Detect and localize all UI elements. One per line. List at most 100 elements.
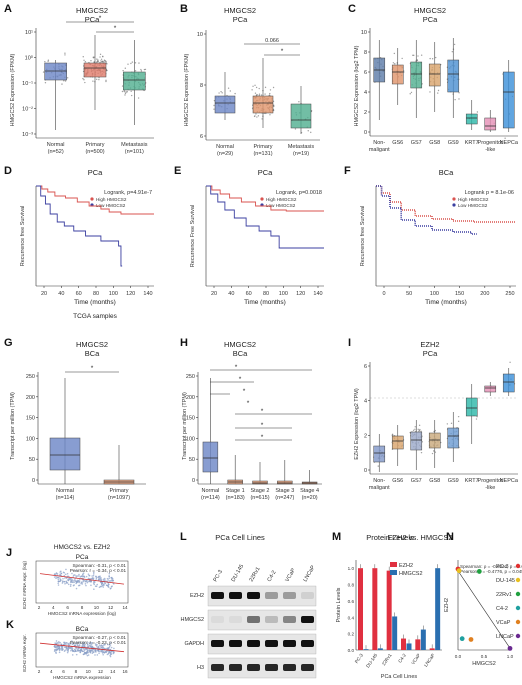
stat-pearson: Pearson: r = -0.23, p < 0.01 [70, 640, 127, 645]
panel-letter: A [4, 3, 12, 15]
data-point [412, 429, 415, 432]
sig-mark: * [243, 388, 246, 395]
data-point [82, 641, 84, 644]
x-axis-title: HMGCS2 [472, 661, 496, 667]
x-category-label: GS9 [448, 478, 459, 484]
data-point [66, 651, 69, 654]
blot-strip [207, 657, 317, 679]
x-category-label: Normal [56, 488, 74, 494]
data-point [70, 580, 72, 582]
data-point [67, 650, 69, 652]
data-point [109, 651, 111, 654]
dataset-footer: TCGA samples [73, 313, 117, 320]
data-point [53, 576, 56, 578]
blot-band [301, 592, 314, 599]
data-point [127, 63, 129, 65]
data-point [106, 647, 109, 650]
blot-band [301, 616, 314, 623]
data-point [66, 572, 69, 575]
data-point [113, 647, 115, 650]
box [447, 427, 460, 449]
legend-swatch-high [260, 197, 264, 201]
x-category-label: KRT7 [465, 478, 479, 484]
sig-mark: * [261, 422, 264, 429]
x-category-label: (n=19) [293, 151, 309, 157]
data-point [61, 83, 63, 85]
panel-letter: L [180, 531, 187, 543]
x-category-label: (n=114) [201, 495, 220, 501]
panel-title: HMGCS2 [224, 6, 256, 15]
data-point [78, 580, 81, 582]
data-point [130, 90, 132, 92]
data-point [106, 577, 109, 580]
blot-band [265, 640, 278, 647]
data-point [83, 645, 86, 647]
lane-label: VCaP [285, 567, 298, 583]
x-category-label: Primary [254, 144, 273, 150]
lane-label: 22Rv1 [249, 566, 262, 583]
x-axis-title: HMGCS2 mRNA expression [53, 675, 111, 680]
data-point [310, 131, 312, 134]
panel-subtitle: BCa [233, 349, 248, 358]
data-point [78, 644, 81, 646]
data-point [99, 53, 102, 56]
x-category-label: NEPCa [500, 140, 519, 146]
box [465, 113, 478, 125]
y-tick-label: 50 [189, 457, 195, 463]
x-tick-label: 80 [93, 291, 99, 297]
x-tick-label: 6 [66, 605, 69, 610]
data-point [84, 61, 87, 63]
data-point [64, 52, 66, 54]
blot-row-label: H3 [197, 665, 204, 671]
data-point [89, 651, 92, 654]
blot-band [247, 592, 260, 599]
data-point [97, 60, 99, 63]
box [44, 62, 67, 81]
data-point [86, 643, 89, 646]
data-point [63, 641, 65, 644]
data-point [96, 78, 98, 81]
y-tick-label: 0.6 [348, 599, 355, 604]
data-point [88, 574, 91, 577]
data-point [103, 582, 106, 584]
data-point [102, 586, 105, 588]
x-tick-label: 4 [52, 605, 55, 610]
data-point [83, 79, 85, 81]
data-point [98, 78, 100, 81]
x-tick-label: 0.0 [455, 654, 462, 659]
data-point [59, 574, 62, 577]
data-point [87, 641, 89, 644]
box [214, 95, 236, 114]
data-point [69, 585, 72, 587]
data-point [257, 115, 260, 117]
stat-pearson: Pearson: r = -0.34, p < 0.01 [70, 568, 127, 573]
data-point [74, 644, 76, 646]
y-tick-label: 50 [29, 457, 35, 463]
box [484, 385, 497, 393]
data-point [391, 434, 394, 436]
data-point [81, 574, 84, 576]
blot-band [211, 592, 224, 599]
sig-mark: * [114, 25, 117, 32]
blot-band [265, 664, 278, 671]
data-point [92, 651, 95, 654]
x-tick-label: 40 [58, 291, 64, 297]
blot-strip [207, 609, 317, 631]
data-point [57, 576, 60, 579]
data-point [417, 428, 419, 431]
data-point [420, 451, 423, 454]
data-point [59, 580, 61, 583]
plot-frame [35, 560, 129, 604]
box [373, 445, 386, 463]
data-point [93, 582, 95, 585]
x-tick-label: 120 [126, 291, 135, 297]
x-category-label: (n=101) [125, 149, 144, 155]
bar-hmgcs2 [377, 648, 383, 650]
x-axis-title: HMGCS2 mRNA expression (log) [48, 611, 117, 616]
data-point [56, 646, 59, 649]
data-point [418, 429, 421, 432]
survival-curve-low [376, 185, 477, 235]
y-axis-title: Recurrence free Survival [360, 206, 366, 267]
y-tick-label: 6 [364, 70, 367, 76]
y-axis-title: EZH2 mRNA expr. [22, 634, 27, 672]
